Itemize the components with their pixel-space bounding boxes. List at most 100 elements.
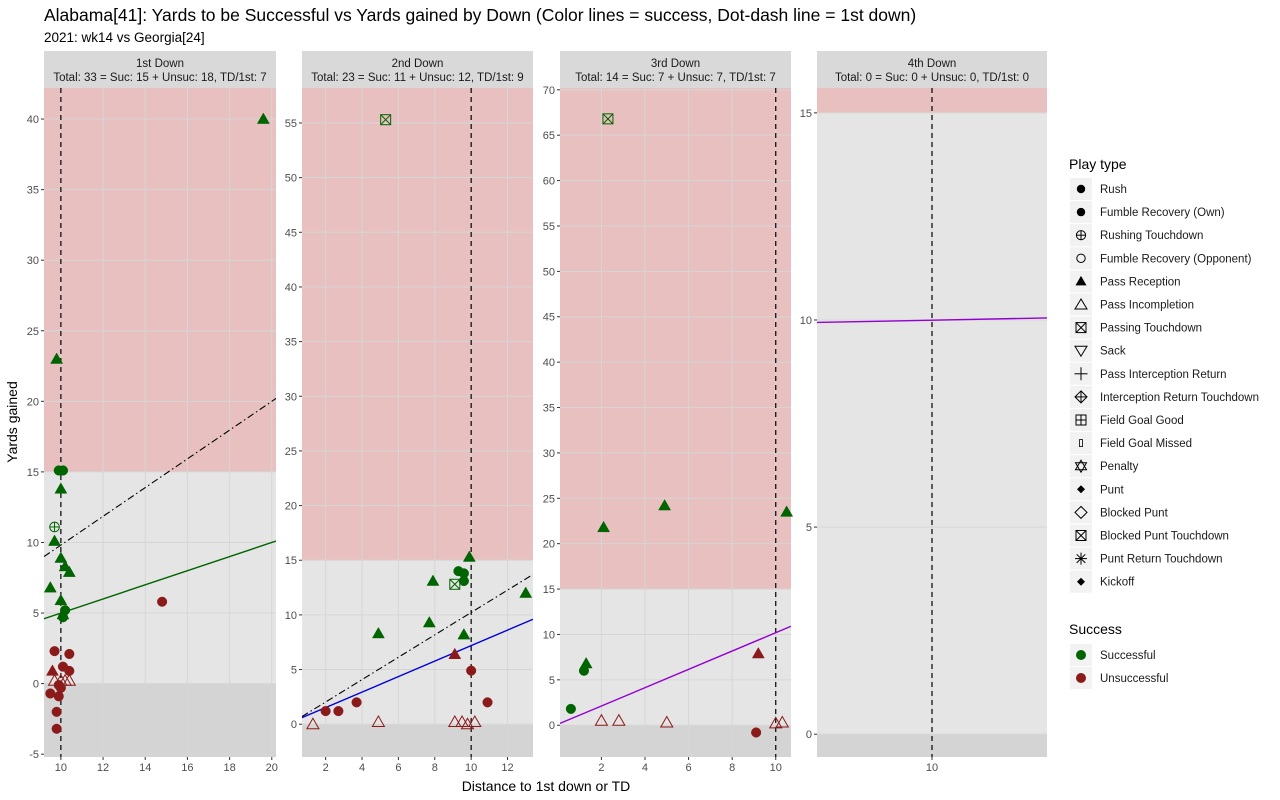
data-point <box>320 706 331 717</box>
y-tick-label: 35 <box>27 185 39 197</box>
data-point <box>62 565 76 577</box>
data-point <box>751 647 765 659</box>
data-point <box>659 715 674 728</box>
gridlines <box>560 88 791 757</box>
facet-strip <box>44 51 276 88</box>
gridlines <box>302 88 533 757</box>
x-tick-label: 10 <box>770 762 782 774</box>
facet-strip-subtitle: Total: 23 = Suc: 11 + Unsuc: 12, TD/1st:… <box>311 72 523 84</box>
data-point <box>594 713 609 726</box>
legend-icon-star-of-david <box>1070 455 1092 478</box>
data-point <box>422 616 436 628</box>
legend-background <box>1060 150 1272 698</box>
reference-lines <box>44 88 276 757</box>
facet-panel-2: 2nd Down Total: 23 = Suc: 11 + Unsuc: 12,… <box>285 51 533 774</box>
y-tick-label: 5 <box>806 522 812 534</box>
facet-strip-title: 4th Down <box>908 58 957 70</box>
x-tick-label: 6 <box>395 762 401 774</box>
y-tick-label: 10 <box>800 315 812 327</box>
data-point <box>462 550 476 562</box>
y-tick-label: 20 <box>27 396 39 408</box>
data-point <box>658 499 672 511</box>
data-point <box>578 665 590 676</box>
data-point <box>466 665 477 676</box>
y-tick-label: 5 <box>33 608 39 620</box>
negative-yards-band <box>302 724 533 757</box>
y-tick-label: 20 <box>285 501 297 513</box>
data-point <box>482 697 493 708</box>
data-point <box>50 352 64 364</box>
y-tick-label: 10 <box>285 610 297 622</box>
legend-icon-filled-diamond <box>1070 478 1092 501</box>
legend-icon-small-box <box>1070 432 1092 455</box>
data-point <box>54 482 68 494</box>
legend-label-play-type: Blocked Punt Touchdown <box>1100 531 1229 543</box>
legend-icon-open-triangle <box>1070 293 1092 316</box>
x-tick-label: 2 <box>323 762 329 774</box>
facet-panel-4: 4th Down Total: 0 = Suc: 0 + Unsuc: 0, TD… <box>800 51 1047 774</box>
data-point <box>458 575 469 587</box>
legend-label-play-type: Fumble Recovery (Opponent) <box>1100 253 1252 265</box>
data-point <box>457 628 471 640</box>
success-fit-line <box>817 317 1047 324</box>
negative-yards-band <box>44 683 276 757</box>
success-fit-line <box>560 625 791 725</box>
data-point <box>43 581 57 593</box>
data-point <box>54 593 68 606</box>
legend-label-play-type: Penalty <box>1100 461 1139 473</box>
x-tick-label: 10 <box>55 762 67 774</box>
y-tick-label: 30 <box>27 255 39 267</box>
legend-icon-open-down-triangle <box>1070 339 1092 362</box>
legend-label-play-type: Field Goal Missed <box>1100 438 1192 450</box>
legend-label-play-type: Pass Interception Return <box>1100 369 1227 381</box>
data-point <box>45 688 56 699</box>
facet-panel-1: 1st Down Total: 33 = Suc: 15 + Unsuc: 18,… <box>27 51 278 774</box>
x-tick-label: 4 <box>642 762 648 774</box>
data-point <box>611 713 626 726</box>
legend-label-play-type: Rushing Touchdown <box>1100 230 1203 242</box>
y-tick-label: 65 <box>543 130 555 142</box>
legend-swatch-unsuccessful <box>1076 673 1086 683</box>
data-point <box>519 586 533 598</box>
data-point <box>351 697 362 708</box>
y-tick-label: 25 <box>27 326 39 338</box>
legend-icon-filled-diamond <box>1070 570 1092 593</box>
first-down-dot-dash-line <box>302 573 533 718</box>
y-tick-label: 45 <box>285 227 297 239</box>
facet-strip <box>560 51 791 88</box>
legend-icon-square-plus <box>1070 409 1092 431</box>
x-tick-label: 8 <box>432 762 438 774</box>
first-down-dot-dash-line <box>44 398 276 558</box>
legend-swatch-successful <box>1076 650 1086 660</box>
y-tick-label: 10 <box>27 537 39 549</box>
data-point <box>371 626 385 639</box>
legend-icon-diamond-plus <box>1070 385 1092 408</box>
data-point <box>306 717 320 730</box>
legend-label-play-type: Kickoff <box>1100 577 1135 589</box>
legend-title-play-type: Play type <box>1069 156 1127 172</box>
y-tick-label: 15 <box>800 108 812 120</box>
y-tick-label: 40 <box>27 114 39 126</box>
data-point <box>751 727 762 738</box>
y-tick-label: 40 <box>543 357 555 369</box>
data-point <box>54 551 68 563</box>
data-point <box>49 521 60 533</box>
y-tick-label: 0 <box>806 729 812 741</box>
facet-strip <box>302 51 533 88</box>
legend-label-play-type: Passing Touchdown <box>1100 323 1202 335</box>
data-point <box>448 647 462 659</box>
reference-lines <box>560 88 791 757</box>
data-point <box>55 682 66 693</box>
data-point <box>775 715 790 728</box>
y-tick-label: 10 <box>543 629 555 641</box>
legend-label-play-type: Punt <box>1100 484 1124 496</box>
y-tick-label: 50 <box>543 266 555 278</box>
success-fit-line <box>44 540 276 620</box>
data-point <box>48 534 61 546</box>
data-point <box>780 505 794 517</box>
data-point <box>49 646 60 657</box>
legend-label-play-type: Field Goal Good <box>1100 415 1184 427</box>
y-tick-label: 40 <box>285 282 297 294</box>
facet-panels: 1st Down Total: 33 = Suc: 15 + Unsuc: 18,… <box>27 51 1047 774</box>
